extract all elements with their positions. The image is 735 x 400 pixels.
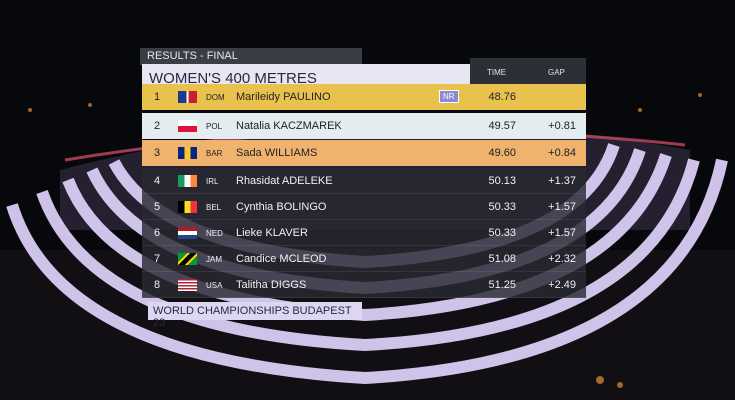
result-row: 3 BAR Sada WILLIAMS 49.60 +0.84	[142, 140, 586, 166]
country-code: BEL	[206, 203, 222, 212]
flag	[178, 227, 197, 239]
flag	[178, 279, 197, 291]
rank: 8	[154, 279, 161, 291]
result-row: 7 JAM Candice MCLEOD 51.08 +2.32	[142, 246, 586, 272]
rank: 3	[154, 147, 161, 159]
athlete-name: Rhasidat ADELEKE	[236, 175, 333, 187]
footer: WORLD CHAMPIONSHIPS BUDAPEST 23	[148, 302, 362, 329]
time: 49.60	[488, 147, 516, 159]
column-header: TIME GAP	[470, 58, 586, 84]
athlete-name: Sada WILLIAMS	[236, 147, 318, 159]
gap: +0.84	[548, 147, 576, 159]
flag	[178, 253, 197, 265]
country-code: JAM	[206, 255, 222, 264]
time: 51.25	[488, 279, 516, 291]
country-code: BAR	[206, 149, 223, 158]
flag	[178, 120, 197, 132]
athlete-name: Marileidy PAULINO	[236, 91, 331, 103]
flag	[178, 175, 197, 187]
gap: +0.81	[548, 120, 576, 132]
time: 50.33	[488, 201, 516, 213]
rank: 5	[154, 201, 161, 213]
country-code: DOM	[206, 93, 225, 102]
athlete-name: Talitha DIGGS	[236, 279, 307, 291]
athlete-name: Cynthia BOLINGO	[236, 201, 327, 213]
country-code: IRL	[206, 177, 219, 186]
gap: +1.37	[548, 175, 576, 187]
column-label: TIME	[487, 68, 507, 77]
result-row: 1 DOM Marileidy PAULINO NR 48.76	[142, 84, 586, 110]
result-row: 6 NED Lieke KLAVER 50.33 +1.57	[142, 220, 586, 246]
rank: 1	[154, 91, 161, 103]
time: 51.08	[488, 253, 516, 265]
section-label: RESULTS - FINAL	[140, 48, 362, 65]
country-code: POL	[206, 122, 223, 131]
flag	[178, 91, 197, 103]
country-code: NED	[206, 229, 223, 238]
time: 49.57	[488, 120, 516, 132]
athlete-name: Lieke KLAVER	[236, 227, 308, 239]
athlete-name: Candice MCLEOD	[236, 253, 327, 265]
column-label: GAP	[548, 68, 565, 77]
time: 50.33	[488, 227, 516, 239]
rank: 2	[154, 120, 161, 132]
gap: +1.57	[548, 201, 576, 213]
country-code: USA	[206, 281, 223, 290]
rank: 4	[154, 175, 161, 187]
time: 48.76	[488, 91, 516, 103]
result-row: 2 POL Natalia KACZMAREK 49.57 +0.81	[142, 113, 586, 139]
flag	[178, 147, 197, 159]
result-row: 4 IRL Rhasidat ADELEKE 50.13 +1.37	[142, 168, 586, 194]
gap: +2.32	[548, 253, 576, 265]
athlete-name: Natalia KACZMAREK	[236, 120, 342, 132]
rank: 6	[154, 227, 161, 239]
gap: +2.49	[548, 279, 576, 291]
gap: +1.57	[548, 227, 576, 239]
result-row: 8 USA Talitha DIGGS 51.25 +2.49	[142, 272, 586, 298]
record-badge: NR	[439, 90, 459, 103]
flag	[178, 201, 197, 213]
time: 50.13	[488, 175, 516, 187]
result-row: 5 BEL Cynthia BOLINGO 50.33 +1.57	[142, 194, 586, 220]
rank: 7	[154, 253, 161, 265]
